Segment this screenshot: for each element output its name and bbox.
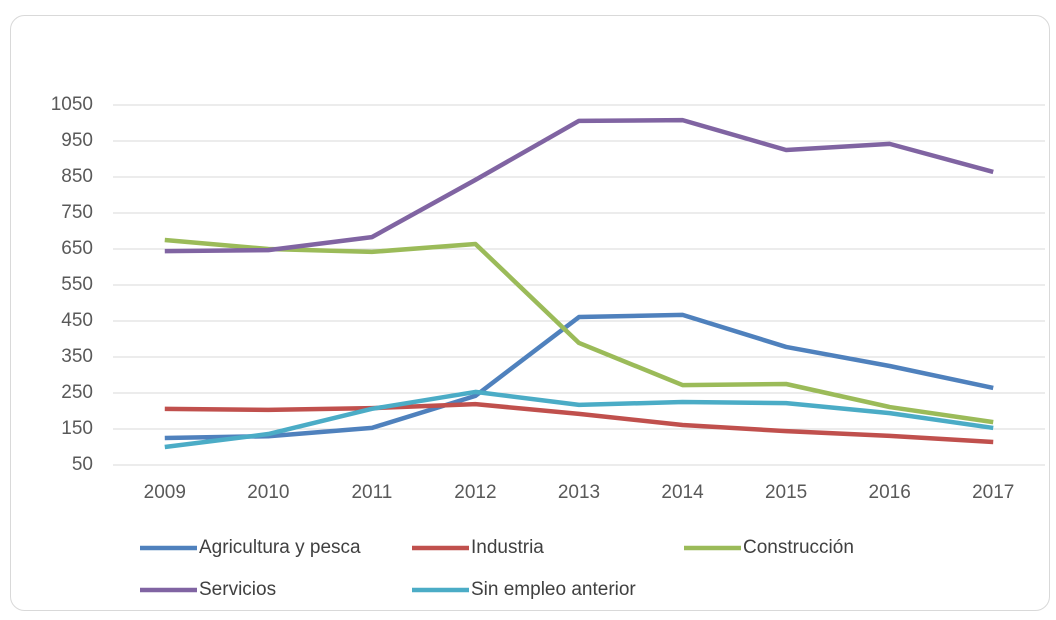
legend-label: Industria (471, 537, 544, 558)
y-tick-label: 350 (61, 346, 93, 367)
legend: Agricultura y pesca Industria Construcción… (140, 537, 854, 600)
y-tick-label: 550 (61, 274, 93, 295)
series-line (164, 237, 994, 425)
x-tick-label: 2015 (765, 482, 807, 503)
x-tick-label: 2012 (454, 482, 496, 503)
y-tick-label: 250 (61, 382, 93, 403)
x-tick-label: 2017 (972, 482, 1014, 503)
series-line (164, 312, 994, 441)
x-tick-label: 2016 (869, 482, 911, 503)
series-line (164, 117, 994, 254)
legend-label: Construcción (743, 537, 854, 558)
y-tick-label: 450 (61, 310, 93, 331)
series-line (164, 389, 994, 450)
x-tick-label: 2011 (351, 482, 392, 503)
x-tick-label: 2013 (558, 482, 600, 503)
y-tick-label: 850 (61, 166, 93, 187)
y-tick-label: 50 (72, 454, 93, 475)
legend-label: Agricultura y pesca (199, 537, 361, 558)
y-tick-label: 750 (61, 202, 93, 223)
legend-label: Sin empleo anterior (471, 579, 636, 600)
y-tick-label: 650 (61, 238, 93, 259)
x-tick-label: 2010 (247, 482, 289, 503)
legend-label: Servicios (199, 579, 276, 600)
x-tick-label: 2009 (144, 482, 186, 503)
series-line (164, 401, 994, 445)
y-tick-label: 150 (61, 418, 93, 439)
chart-frame (10, 15, 1050, 611)
y-tick-label: 950 (61, 130, 93, 151)
x-tick-label: 2014 (661, 482, 704, 503)
y-tick-label: 1050 (51, 94, 93, 115)
